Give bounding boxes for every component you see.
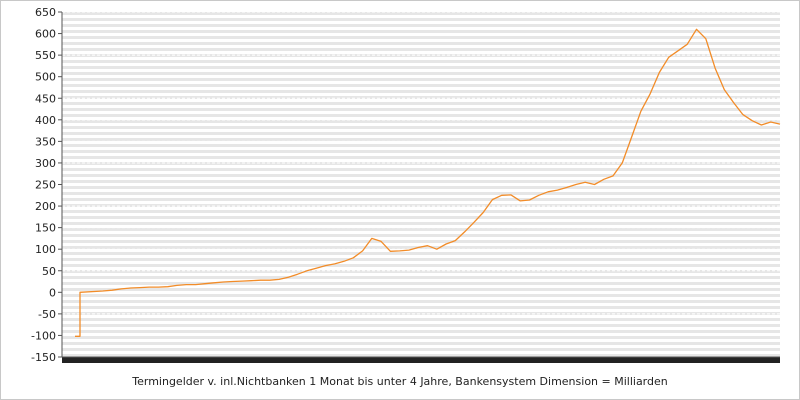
- grid-stripe: [62, 234, 780, 237]
- y-tick-label: 550: [35, 49, 56, 62]
- grid-stripe: [62, 18, 780, 21]
- grid-stripe: [62, 282, 780, 285]
- grid-stripe: [62, 204, 780, 207]
- grid-stripe: [62, 150, 780, 153]
- grid-stripes: [62, 12, 780, 357]
- grid-stripe: [62, 312, 780, 315]
- grid-stripe: [62, 54, 780, 57]
- grid-stripe: [62, 156, 780, 159]
- y-tick-label: 100: [35, 243, 56, 256]
- y-tick-label: 350: [35, 135, 56, 148]
- grid-stripe: [62, 318, 780, 321]
- grid-stripe: [62, 90, 780, 93]
- y-tick-label: 300: [35, 157, 56, 170]
- series-group: [75, 28, 781, 337]
- grid-stripe: [62, 42, 780, 45]
- grid-stripe: [62, 240, 780, 243]
- grid-stripe: [62, 126, 780, 129]
- grid-lines: [62, 11, 780, 358]
- grid-stripe: [62, 330, 780, 333]
- grid-stripe: [62, 180, 780, 183]
- grid-stripe: [62, 60, 780, 63]
- grid-stripe: [62, 270, 780, 273]
- grid-stripe: [62, 96, 780, 99]
- y-tick-label: 400: [35, 114, 56, 127]
- grid-stripe: [62, 102, 780, 105]
- y-tick-label: -150: [31, 351, 56, 364]
- grid-stripe: [62, 186, 780, 189]
- y-tick-label: -100: [31, 329, 56, 342]
- grid-stripe: [62, 342, 780, 345]
- grid-stripe: [62, 348, 780, 351]
- grid-stripe: [62, 198, 780, 201]
- axis-caption: Termingelder v. inl.Nichtbanken 1 Monat …: [132, 375, 668, 388]
- y-tick-label: 650: [35, 6, 56, 19]
- grid-stripe: [62, 192, 780, 195]
- grid-stripe: [62, 336, 780, 339]
- grid-stripe: [62, 114, 780, 117]
- y-axis: -150 -100 -50 0 50 100 150 200 250 300 350 400 450 50…: [31, 6, 63, 364]
- grid-stripe: [62, 210, 780, 213]
- grid-stripe: [62, 162, 780, 165]
- grid-stripe: [62, 354, 780, 357]
- grid-stripe: [62, 294, 780, 297]
- grid-stripe: [62, 84, 780, 87]
- y-tick-label: 500: [35, 71, 56, 84]
- grid-stripe: [62, 144, 780, 147]
- y-tick-label: 250: [35, 179, 56, 192]
- y-tick-label: 0: [49, 286, 56, 299]
- grid-stripe: [62, 276, 780, 279]
- grid-stripe: [62, 48, 780, 51]
- grid-stripe: [62, 120, 780, 123]
- series-line: [75, 28, 781, 337]
- grid-stripe: [62, 288, 780, 291]
- grid-stripe: [62, 222, 780, 225]
- grid-stripe: [62, 264, 780, 267]
- y-tick-label: -50: [38, 308, 56, 321]
- x-tick-band: [62, 357, 780, 363]
- grid-stripe: [62, 300, 780, 303]
- grid-stripe: [62, 228, 780, 231]
- grid-stripe: [62, 258, 780, 261]
- grid-stripe: [62, 72, 780, 75]
- grid-stripe: [62, 252, 780, 255]
- grid-stripe: [62, 132, 780, 135]
- grid-stripe: [62, 168, 780, 171]
- y-tick-label: 200: [35, 200, 56, 213]
- y-tick-label: 450: [35, 92, 56, 105]
- x-axis: [62, 356, 780, 363]
- grid-stripe: [62, 138, 780, 141]
- y-tick-label: 150: [35, 222, 56, 235]
- grid-stripe: [62, 78, 780, 81]
- grid-stripe: [62, 108, 780, 111]
- grid-stripe: [62, 30, 780, 33]
- grid-stripe: [62, 174, 780, 177]
- grid-stripe: [62, 24, 780, 27]
- grid-stripe: [62, 66, 780, 69]
- grid-stripe: [62, 12, 780, 15]
- grid-stripe: [62, 216, 780, 219]
- y-tick-label: 50: [42, 265, 56, 278]
- y-tick-label: 600: [35, 28, 56, 41]
- grid-stripe: [62, 306, 780, 309]
- grid-stripe: [62, 36, 780, 39]
- grid-stripe: [62, 324, 780, 327]
